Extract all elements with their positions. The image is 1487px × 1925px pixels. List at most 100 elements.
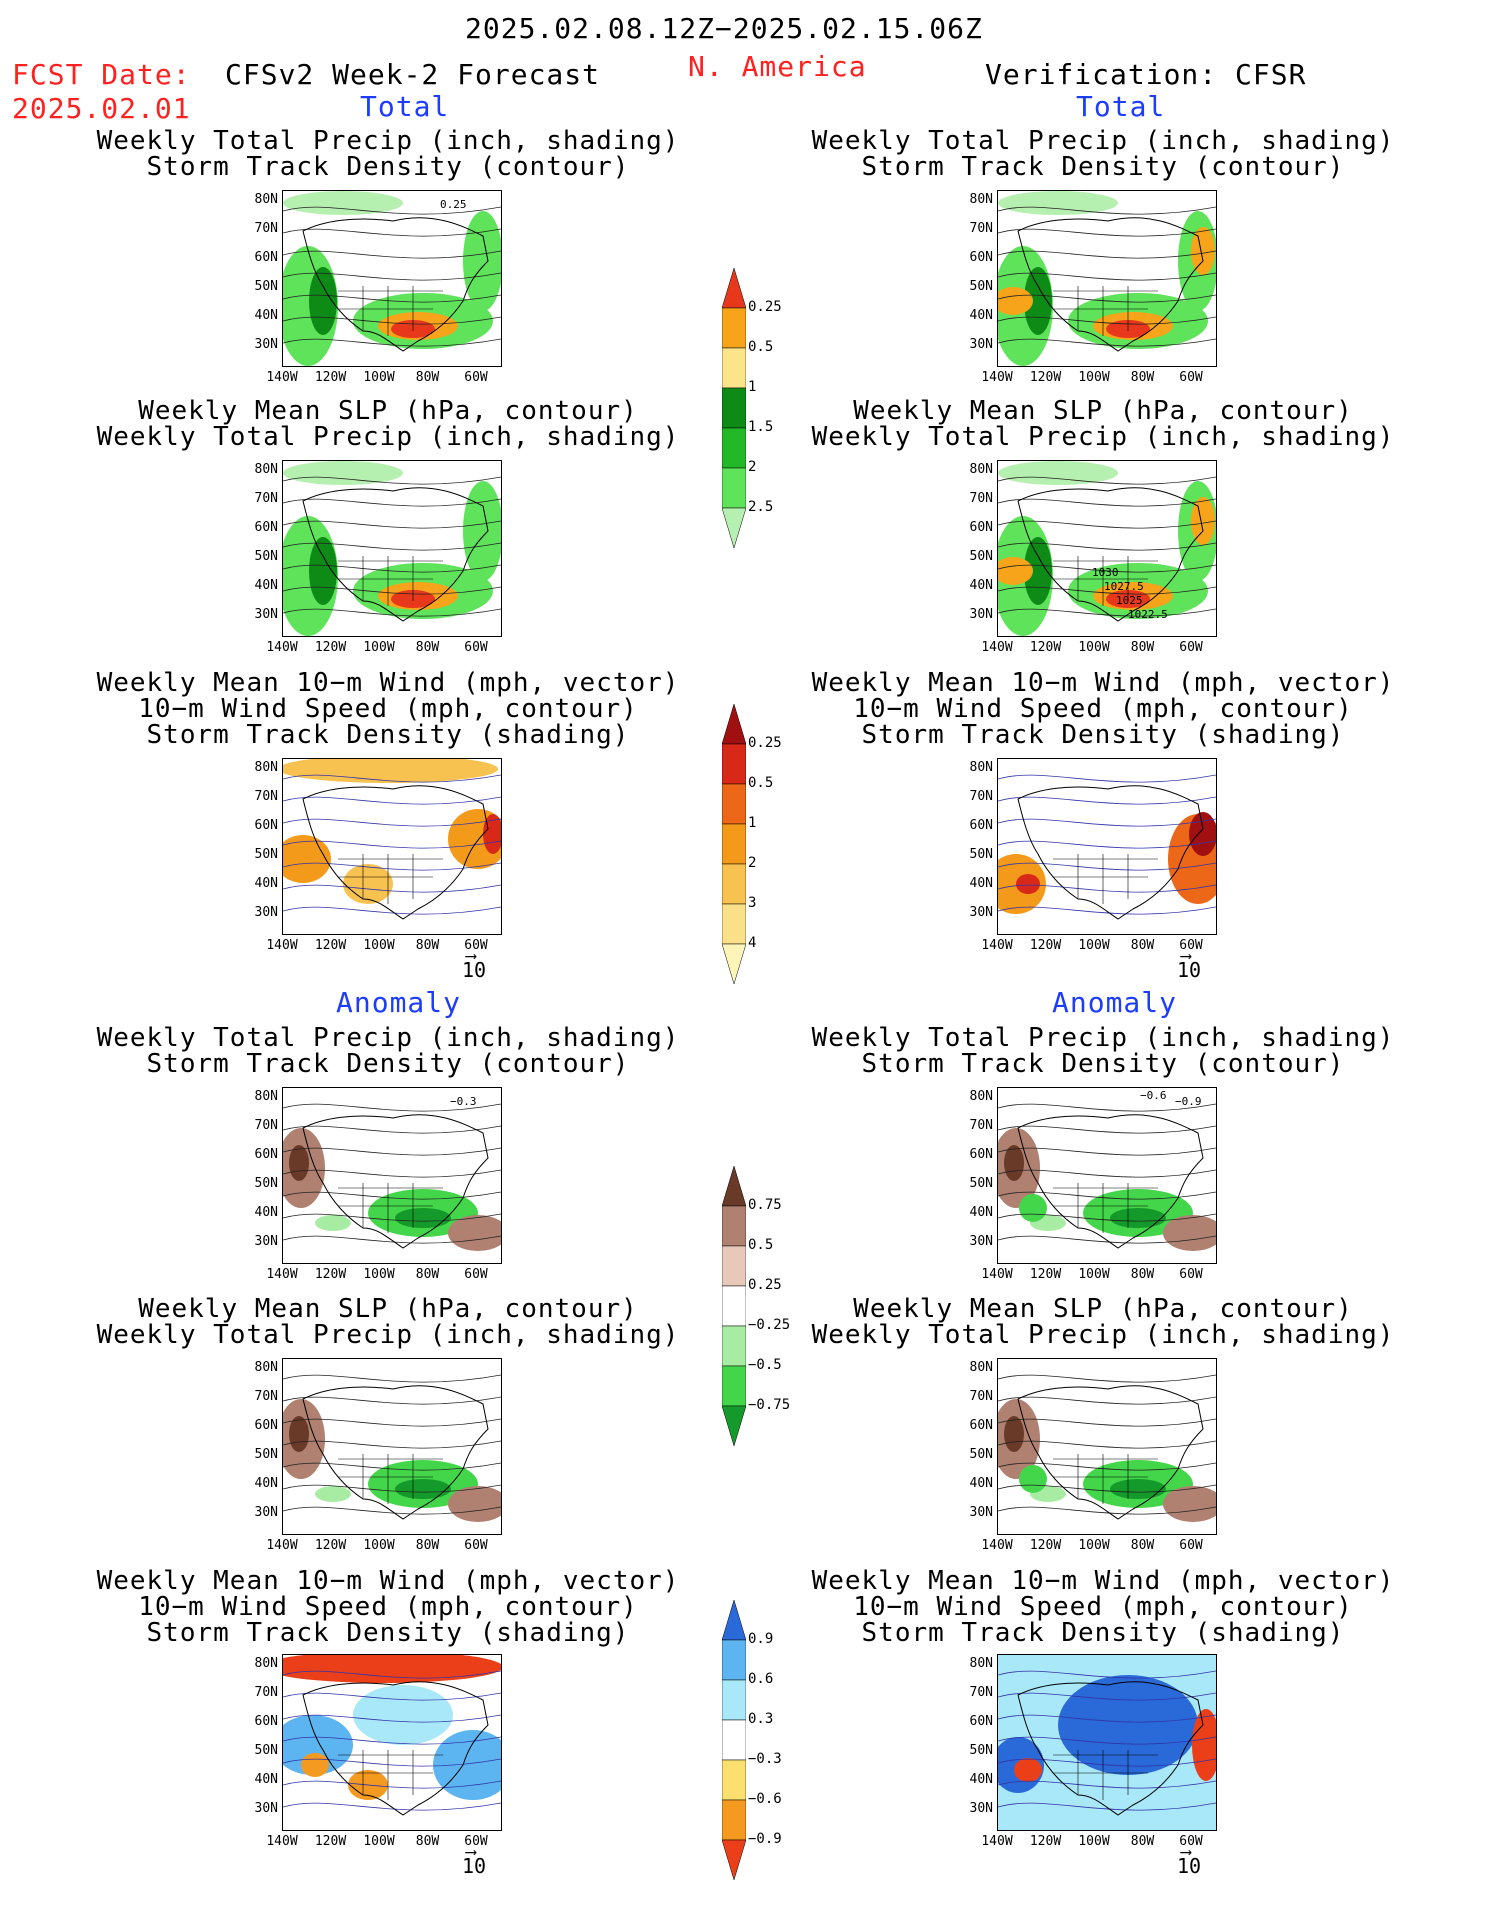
colorbar-segment (722, 1166, 746, 1207)
lon-tick-label: 100W (1078, 1538, 1110, 1553)
panel-title-line: Weekly Mean 10−m Wind (mph, vector) (811, 1566, 1395, 1596)
colorbar-segment (722, 943, 746, 984)
map-panel (282, 1654, 502, 1831)
lon-tick-label: 140W (266, 1267, 298, 1282)
storm-shade (1016, 874, 1040, 894)
lon-tick-label: 120W (314, 1538, 347, 1553)
panel-title-line: Weekly Total Precip (inch, shading) (811, 126, 1395, 156)
lat-tick-label: 80N (254, 462, 278, 477)
map-panel (997, 1087, 1217, 1264)
contour-line (998, 586, 1216, 595)
colorbar-segment (722, 1205, 746, 1247)
contour-label: −0.3 (450, 1095, 477, 1108)
contour-line (998, 316, 1216, 325)
contour-line (998, 476, 1216, 485)
lon-tick-label: 120W (1029, 640, 1062, 655)
contour-line (998, 1780, 1216, 1789)
colorbar-segment (722, 743, 746, 785)
vector-scale-label: 10 (1177, 1854, 1202, 1878)
colorbar-segment (722, 1719, 746, 1761)
map-panel (282, 1358, 502, 1535)
contour-line (283, 1374, 501, 1383)
panel-title-line: Weekly Mean 10−m Wind (mph, vector) (811, 668, 1395, 698)
map-panel (282, 1087, 502, 1264)
lon-tick-label: 140W (266, 640, 298, 655)
lat-tick-label: 30N (969, 1801, 993, 1816)
section-anomaly-left: Anomaly (336, 986, 462, 1019)
contour-line (283, 250, 501, 259)
lon-tick-label: 120W (1029, 1834, 1062, 1849)
lon-tick-label: 80W (1130, 1267, 1155, 1282)
panel-title-line: Weekly Mean SLP (hPa, contour) (853, 1294, 1353, 1324)
coastline (1017, 487, 1204, 622)
lon-tick-label: 60W (464, 370, 488, 385)
contour-line (998, 1396, 1216, 1405)
contour-line (998, 1213, 1216, 1222)
contour-line (998, 774, 1216, 783)
panel-title-line: Storm Track Density (contour) (861, 152, 1345, 182)
colorbar-precip-anomaly (722, 1166, 746, 1446)
contour-line (283, 1125, 501, 1134)
map-panel (282, 190, 502, 367)
lat-tick-label: 50N (969, 847, 993, 862)
contour-line (283, 476, 501, 485)
lon-tick-label: 140W (266, 370, 298, 385)
colorbar-tick-label: 0.6 (748, 1671, 774, 1687)
colorbar-segment (722, 783, 746, 825)
lat-tick-label: 70N (969, 789, 993, 804)
storm-anom-shade (283, 1655, 501, 1683)
lon-tick-label: 80W (415, 1267, 440, 1282)
precip-anom-shade (1019, 1194, 1047, 1222)
lon-tick-label: 100W (1078, 1834, 1110, 1849)
colorbar-segment (722, 1679, 746, 1721)
contour-line (283, 564, 501, 573)
precip-anom-shade (448, 1486, 501, 1522)
lat-tick-label: 40N (969, 1205, 993, 1220)
lat-tick-label: 60N (254, 1418, 278, 1433)
contour-line (283, 608, 501, 617)
storm-anom-shade (433, 1730, 501, 1800)
precip-anom-shade (448, 1215, 501, 1251)
lon-tick-label: 100W (363, 1267, 395, 1282)
coastline (1017, 1114, 1204, 1249)
contour-line (283, 1736, 501, 1745)
lon-tick-label: 100W (363, 1834, 395, 1849)
contour-line (998, 840, 1216, 849)
lon-tick-label: 140W (266, 1538, 298, 1553)
lat-tick-label: 60N (969, 818, 993, 833)
lat-tick-label: 80N (969, 192, 993, 207)
contour-line (998, 1235, 1216, 1244)
colorbar-tick-label: −0.3 (748, 1751, 782, 1767)
lat-tick-label: 40N (254, 308, 278, 323)
lon-tick-label: 100W (1078, 1267, 1110, 1282)
lat-tick-label: 30N (969, 607, 993, 622)
contour-line (283, 1396, 501, 1405)
panel-title-line: Storm Track Density (contour) (861, 1049, 1345, 1079)
vector-scale-label: 10 (1177, 958, 1202, 982)
contour-label: 1030 (1092, 566, 1119, 579)
contour-line (998, 906, 1216, 915)
lon-tick-label: 140W (981, 640, 1013, 655)
lat-tick-label: 40N (969, 578, 993, 593)
lat-tick-label: 30N (969, 905, 993, 920)
lat-tick-label: 30N (254, 1505, 278, 1520)
contour-line (998, 1802, 1216, 1811)
state-borders (1053, 854, 1158, 904)
lon-tick-label: 140W (981, 1538, 1013, 1553)
lat-tick-label: 60N (254, 520, 278, 535)
contour-line (283, 884, 501, 893)
colorbar-segment (722, 427, 746, 469)
lon-tick-label: 120W (1029, 938, 1062, 953)
lat-tick-label: 70N (254, 1389, 278, 1404)
panel-title-line: Weekly Total Precip (inch, shading) (811, 422, 1395, 452)
contour-line (283, 1670, 501, 1679)
contour-line (998, 1506, 1216, 1515)
colorbar-tick-label: 0.75 (748, 1197, 782, 1213)
lon-tick-label: 100W (1078, 938, 1110, 953)
contour-line (998, 1418, 1216, 1427)
colorbar-tick-label: 3 (748, 895, 757, 911)
fcst-date-value: 2025.02.01 (12, 92, 191, 125)
lat-tick-label: 60N (969, 1147, 993, 1162)
contour-line (283, 586, 501, 595)
contour-line (998, 1374, 1216, 1383)
